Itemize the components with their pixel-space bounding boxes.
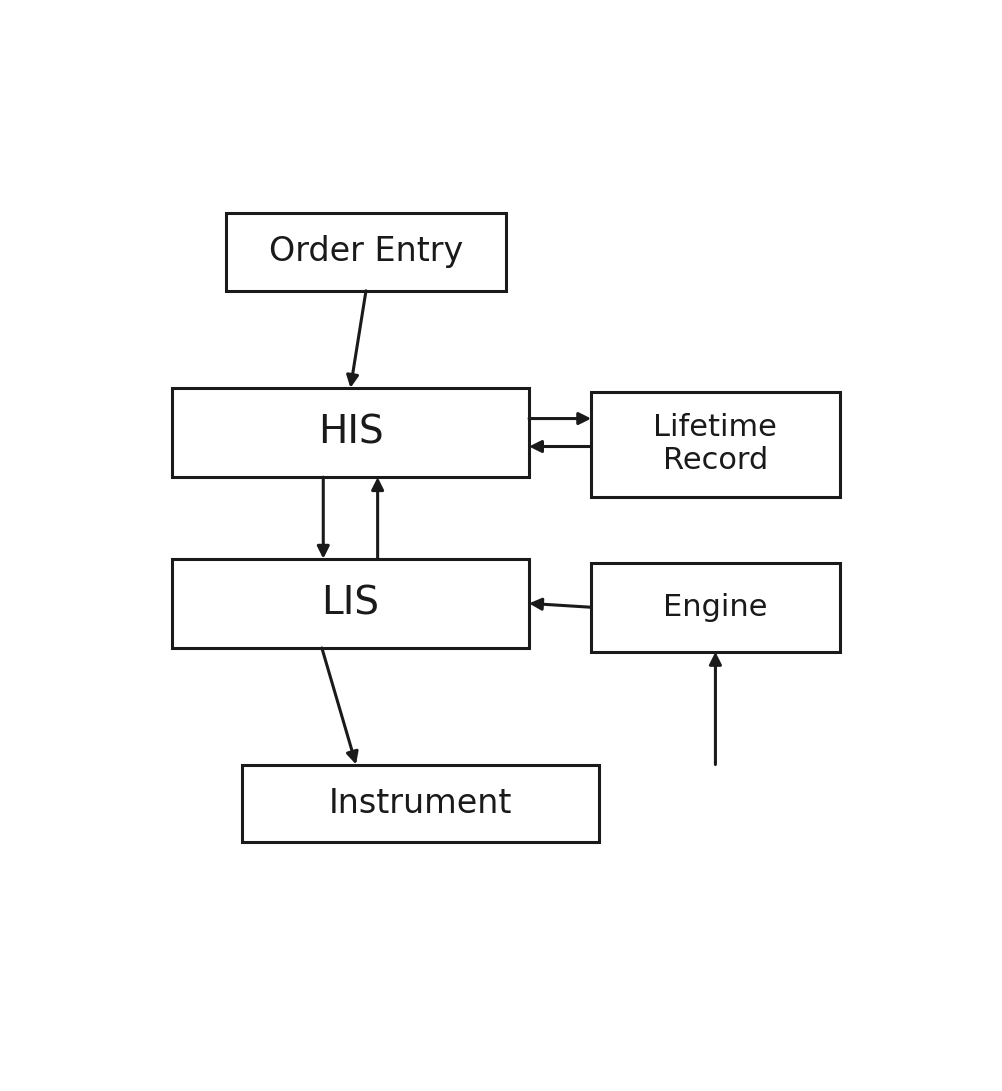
Bar	[226, 213, 506, 291]
Text: Order Entry: Order Entry	[269, 236, 463, 268]
Text: Engine: Engine	[663, 592, 768, 622]
Bar	[591, 392, 840, 496]
Text: HIS: HIS	[318, 413, 383, 452]
Text: Instrument: Instrument	[329, 787, 512, 819]
Bar	[591, 563, 840, 652]
Bar	[172, 559, 529, 648]
Text: Lifetime
Record: Lifetime Record	[653, 412, 778, 476]
Bar	[241, 765, 599, 842]
Bar	[172, 388, 529, 477]
Text: LIS: LIS	[322, 585, 380, 622]
